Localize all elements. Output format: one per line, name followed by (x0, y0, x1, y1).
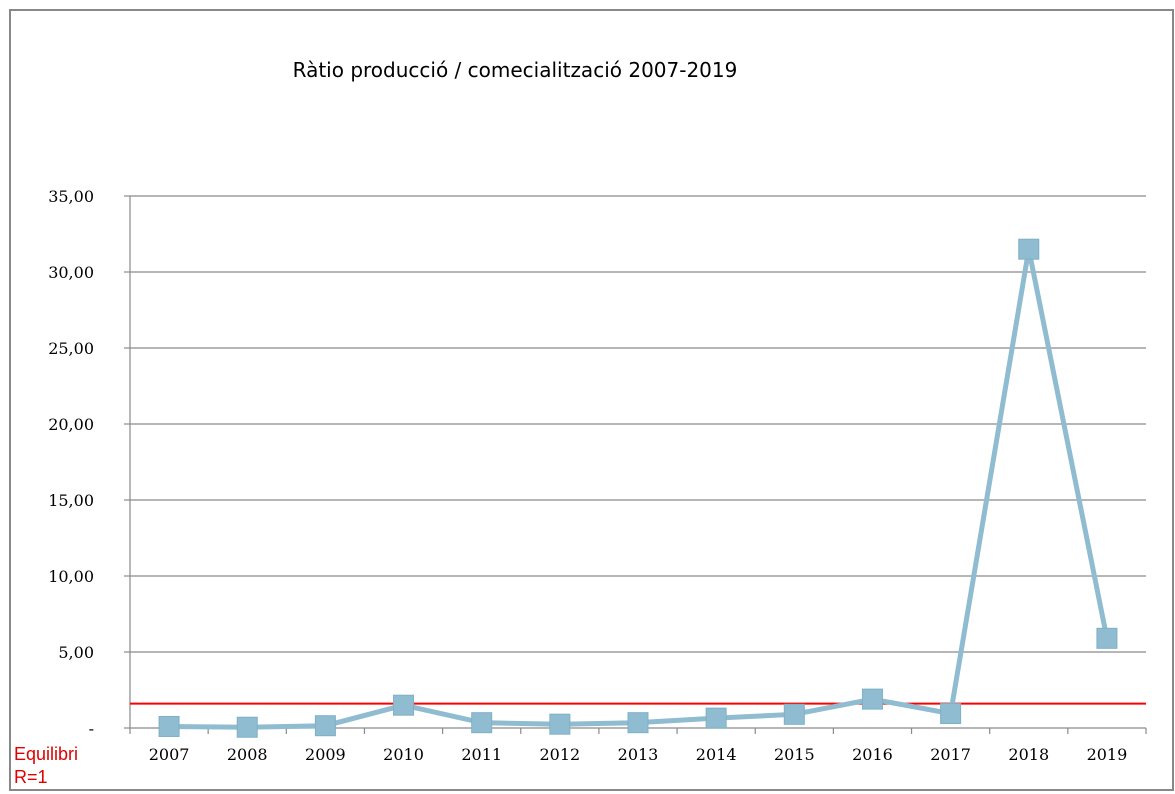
x-tick-label: 2008 (227, 745, 268, 764)
reference-line-label-line-1: Equilibri (14, 744, 78, 764)
data-point (393, 694, 415, 716)
data-point (627, 712, 649, 734)
data-point (940, 703, 962, 725)
x-tick-label: 2013 (618, 745, 659, 764)
chart-title: Ràtio producció / comecialització 2007-2… (293, 58, 738, 82)
data-point (1018, 238, 1040, 260)
x-tick-label: 2012 (539, 745, 580, 764)
y-tick-label: 25,00 (48, 339, 94, 358)
data-point (549, 713, 571, 735)
x-tick-labels: 2007 2008 2009 2010 2011 2012 2013 2014 2015 2016… (149, 745, 1128, 764)
x-tick-label: 2009 (305, 745, 346, 764)
y-tick-label: - (89, 719, 94, 738)
x-tick-label: 2017 (930, 745, 971, 764)
x-tick-label: 2007 (149, 745, 190, 764)
series-group (158, 238, 1118, 738)
x-tick-label: 2015 (774, 745, 815, 764)
y-tick-label: 30,00 (48, 263, 94, 282)
data-point (705, 707, 727, 729)
data-point (158, 715, 180, 737)
data-point (236, 716, 258, 738)
x-tick-label: 2014 (696, 745, 737, 764)
data-point (861, 688, 883, 710)
reference-line-label-line-2: R=1 (14, 767, 48, 787)
data-point (471, 712, 493, 734)
y-tick-label: 35,00 (48, 187, 94, 206)
data-point (314, 715, 336, 737)
y-tick-label: 10,00 (48, 567, 94, 586)
data-point (1096, 627, 1118, 649)
x-tick-label: 2019 (1087, 745, 1128, 764)
x-tick-label: 2016 (852, 745, 893, 764)
x-tick-label: 2011 (461, 745, 502, 764)
x-tick-label: 2010 (383, 745, 424, 764)
y-tick-label: 5,00 (58, 643, 94, 662)
gridlines (130, 195, 1146, 653)
y-tick-label: 15,00 (48, 491, 94, 510)
data-point (783, 703, 805, 725)
y-tick-label: 20,00 (48, 415, 94, 434)
chart-border (9, 9, 1174, 791)
y-tick-labels: - 5,00 10,00 15,00 20,00 25,00 30,00 35,00 (48, 187, 94, 738)
x-tick-label: 2018 (1008, 745, 1049, 764)
